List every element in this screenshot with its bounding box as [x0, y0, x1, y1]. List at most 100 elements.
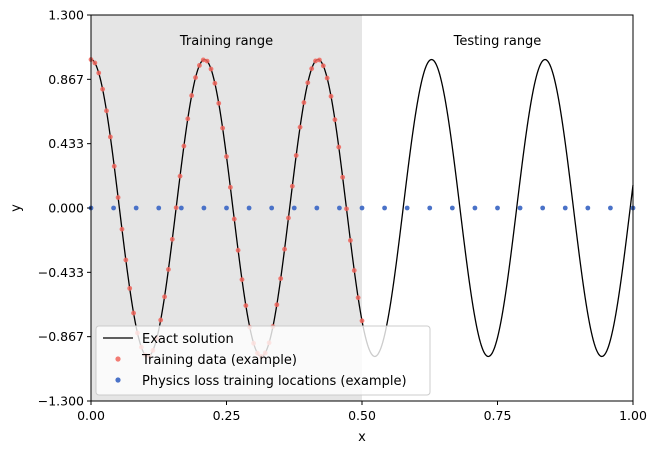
training-point [324, 75, 330, 81]
physics-point [246, 205, 252, 211]
training-point [197, 63, 202, 68]
x-axis-label: x [358, 430, 366, 445]
training-point [185, 116, 191, 122]
training-point [169, 236, 175, 242]
training-point [301, 100, 307, 105]
training-point [293, 153, 299, 158]
y-tick-label: −1.300 [38, 394, 84, 409]
training-point [231, 216, 237, 222]
training-point [332, 117, 338, 123]
physics-point [449, 205, 455, 211]
legend-physics-swatch [115, 377, 121, 383]
y-tick-label: 0.000 [48, 201, 84, 216]
training-range-label: Training range [179, 34, 273, 49]
legend-box [95, 325, 431, 396]
training-point [100, 86, 106, 92]
training-point [239, 277, 245, 282]
training-point [204, 58, 210, 64]
training-point [127, 285, 133, 291]
training-point [359, 318, 365, 324]
training-point [286, 215, 291, 221]
y-tick-label: −0.433 [38, 265, 84, 280]
testing-range-label: Testing range [453, 34, 542, 49]
physics-point [382, 205, 387, 211]
training-point [274, 302, 280, 308]
training-point [220, 125, 226, 131]
training-point [212, 80, 218, 86]
training-point [344, 206, 349, 212]
physics-point [427, 205, 433, 211]
training-point [193, 75, 198, 80]
training-point [328, 93, 334, 99]
training-point [162, 294, 167, 300]
training-point [189, 93, 195, 98]
training-point [355, 295, 361, 301]
training-point [243, 303, 249, 309]
training-point [96, 70, 102, 76]
physics-point [178, 205, 184, 211]
x-tick-label: 0.25 [213, 408, 241, 423]
training-point [107, 134, 113, 140]
physics-point [111, 205, 116, 211]
training-point [347, 237, 353, 243]
physics-point [156, 205, 162, 211]
training-point [278, 276, 284, 281]
physics-point [224, 205, 229, 211]
y-axis-label: y [9, 204, 24, 212]
training-point [177, 173, 183, 179]
physics-loss-points [88, 205, 636, 211]
training-point [224, 154, 229, 159]
physics-point [540, 205, 546, 211]
training-point [313, 58, 318, 64]
training-point [216, 100, 222, 106]
training-point [208, 66, 214, 72]
training-point [305, 80, 311, 86]
physics-point [359, 205, 365, 211]
legend: Exact solution Training data (example) P… [95, 325, 431, 396]
physics-point [337, 205, 342, 211]
y-tick-label: 0.867 [48, 72, 84, 87]
training-point [200, 57, 206, 63]
training-point [336, 144, 342, 150]
training-point [289, 183, 295, 189]
physics-point [472, 205, 478, 211]
training-point [158, 317, 164, 323]
x-tick-label: 0.50 [348, 408, 376, 423]
training-point [227, 184, 233, 190]
training-point [119, 226, 125, 232]
training-point [351, 268, 357, 273]
training-point [123, 257, 129, 263]
training-point [166, 267, 171, 272]
physics-point [314, 205, 320, 211]
training-point [111, 163, 117, 169]
physics-point [269, 205, 275, 211]
training-point [115, 195, 121, 200]
y-tick-label: 0.433 [48, 136, 84, 151]
legend-training-swatch [115, 356, 121, 362]
training-point [131, 310, 136, 316]
physics-point [404, 205, 410, 211]
x-tick-label: 0.75 [484, 408, 512, 423]
training-data-points [88, 57, 365, 359]
x-axis-ticks: 0.00 0.25 0.50 0.75 1.00 [77, 401, 647, 423]
physics-point [562, 205, 568, 211]
physics-point [201, 205, 207, 211]
training-point [297, 124, 303, 130]
training-point [104, 108, 109, 114]
legend-training-data: Training data (example) [141, 353, 297, 368]
physics-point [495, 205, 500, 211]
x-tick-label: 1.00 [619, 408, 647, 423]
legend-physics-loss: Physics loss training locations (example… [142, 374, 407, 389]
y-axis-ticks: 1.300 0.867 0.433 0.000 −0.433 −0.867 −1.300 [38, 8, 91, 409]
training-point [282, 246, 287, 252]
physics-point [517, 205, 523, 211]
training-point [309, 66, 315, 72]
physics-point [133, 205, 139, 211]
training-point [317, 57, 322, 63]
physics-point [608, 205, 613, 211]
training-point [320, 63, 326, 69]
physics-point [585, 205, 591, 211]
physics-point [291, 205, 297, 211]
training-point [92, 60, 98, 66]
